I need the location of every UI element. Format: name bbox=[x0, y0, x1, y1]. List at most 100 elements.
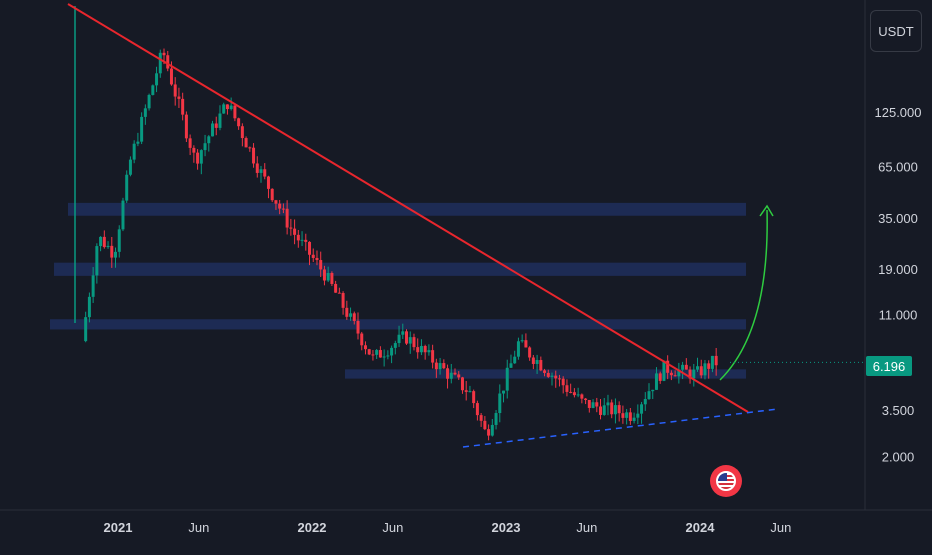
candle-body bbox=[192, 147, 196, 153]
candle-body bbox=[114, 251, 118, 258]
candle-body bbox=[371, 354, 375, 356]
horizontal-zones bbox=[50, 202, 746, 379]
candle-body bbox=[349, 313, 353, 317]
candle-body bbox=[188, 138, 192, 148]
candle-body bbox=[240, 126, 244, 139]
price-tick-label: 2.000 bbox=[882, 450, 915, 465]
candle-body bbox=[140, 116, 144, 142]
descending-trendline[interactable] bbox=[67, 3, 749, 413]
us-flag-event-icon[interactable] bbox=[710, 465, 742, 497]
currency-label: USDT bbox=[878, 23, 914, 39]
price-tick-label: 125.000 bbox=[875, 105, 922, 120]
price-scale[interactable]: 125.000 65.000 35.000 19.000 11.000 3.500 2.00… bbox=[875, 105, 922, 465]
candle-body bbox=[393, 343, 397, 348]
candle-body bbox=[487, 429, 491, 436]
candle-body bbox=[225, 104, 229, 110]
candle-body bbox=[360, 333, 364, 346]
candle-body bbox=[692, 369, 696, 379]
candle-body bbox=[274, 200, 278, 204]
candle-body bbox=[352, 313, 356, 321]
candle-body bbox=[464, 390, 468, 392]
last-price-badge: 6.196 bbox=[866, 356, 912, 376]
candle-body bbox=[610, 402, 614, 415]
candle-body bbox=[293, 228, 297, 235]
candle-body bbox=[498, 393, 502, 414]
candle-body bbox=[647, 391, 651, 400]
candle-body bbox=[535, 360, 539, 364]
candle-body bbox=[378, 350, 382, 358]
candle-body bbox=[326, 272, 330, 281]
candle-body bbox=[356, 320, 360, 334]
candle-body bbox=[214, 123, 218, 128]
candle-body bbox=[315, 257, 319, 261]
price-tick-label: 19.000 bbox=[878, 262, 918, 277]
time-tick-label: 2023 bbox=[492, 520, 521, 535]
candle-body bbox=[300, 239, 304, 241]
candle-body bbox=[169, 68, 173, 85]
candle-body bbox=[110, 245, 114, 258]
candle-body bbox=[475, 403, 479, 416]
candle-body bbox=[513, 356, 517, 364]
candle-body bbox=[442, 363, 446, 369]
projection-arrowhead-icon bbox=[759, 204, 774, 217]
candle-body bbox=[554, 375, 558, 379]
ascending-support-line[interactable] bbox=[462, 408, 779, 448]
candle-body bbox=[561, 378, 565, 386]
candle-body bbox=[102, 236, 106, 248]
price-tick-label: 65.000 bbox=[878, 160, 918, 175]
candle-body bbox=[203, 143, 207, 151]
candle-body bbox=[550, 375, 554, 377]
candle-body bbox=[311, 254, 315, 258]
candle-body bbox=[599, 406, 603, 415]
candle-body bbox=[99, 236, 103, 247]
candle-body bbox=[184, 114, 188, 139]
candle-body bbox=[229, 105, 233, 110]
currency-button[interactable]: USDT bbox=[870, 10, 922, 52]
projection-curve[interactable] bbox=[719, 209, 768, 381]
candle-body bbox=[613, 405, 617, 415]
candle-body bbox=[681, 364, 685, 370]
support-resistance-zone[interactable] bbox=[50, 319, 746, 330]
candle-body bbox=[266, 176, 270, 189]
candle-body bbox=[684, 364, 688, 370]
candle-body bbox=[516, 341, 520, 357]
candle-body bbox=[490, 424, 494, 436]
candle-body bbox=[587, 399, 591, 408]
candle-body bbox=[233, 105, 237, 119]
support-resistance-zone[interactable] bbox=[68, 202, 746, 216]
candle-body bbox=[319, 260, 323, 270]
candle-body bbox=[669, 372, 673, 376]
support-resistance-zone[interactable] bbox=[54, 262, 746, 276]
time-tick-label: Jun bbox=[382, 520, 403, 535]
time-scale[interactable]: 2021 Jun 2022 Jun 2023 Jun 2024 Jun bbox=[104, 520, 792, 535]
candle-body bbox=[662, 360, 666, 381]
candle-body bbox=[468, 391, 472, 393]
candle-body bbox=[643, 399, 647, 405]
candle-body bbox=[419, 346, 423, 353]
candle-body bbox=[408, 337, 412, 344]
candle-body bbox=[95, 246, 99, 276]
candle-body bbox=[677, 369, 681, 377]
candle-body bbox=[434, 362, 438, 370]
candle-body bbox=[520, 340, 524, 342]
candle-body bbox=[252, 147, 256, 164]
candle-body bbox=[696, 366, 700, 370]
support-resistance-zone[interactable] bbox=[345, 369, 746, 379]
candle-body bbox=[427, 350, 431, 353]
candle-body bbox=[636, 413, 640, 418]
candle-body bbox=[155, 73, 159, 86]
candle-body bbox=[259, 169, 263, 173]
candle-body bbox=[158, 52, 162, 74]
candle-body bbox=[460, 377, 464, 391]
candle-body bbox=[584, 398, 588, 400]
candle-body bbox=[509, 363, 513, 368]
candle-body bbox=[531, 357, 535, 364]
candle-body bbox=[539, 360, 543, 371]
candle-body bbox=[703, 363, 707, 376]
time-tick-label: 2022 bbox=[298, 520, 327, 535]
candle-body bbox=[431, 350, 435, 363]
candle-body bbox=[281, 208, 285, 210]
candle-body bbox=[143, 108, 147, 117]
